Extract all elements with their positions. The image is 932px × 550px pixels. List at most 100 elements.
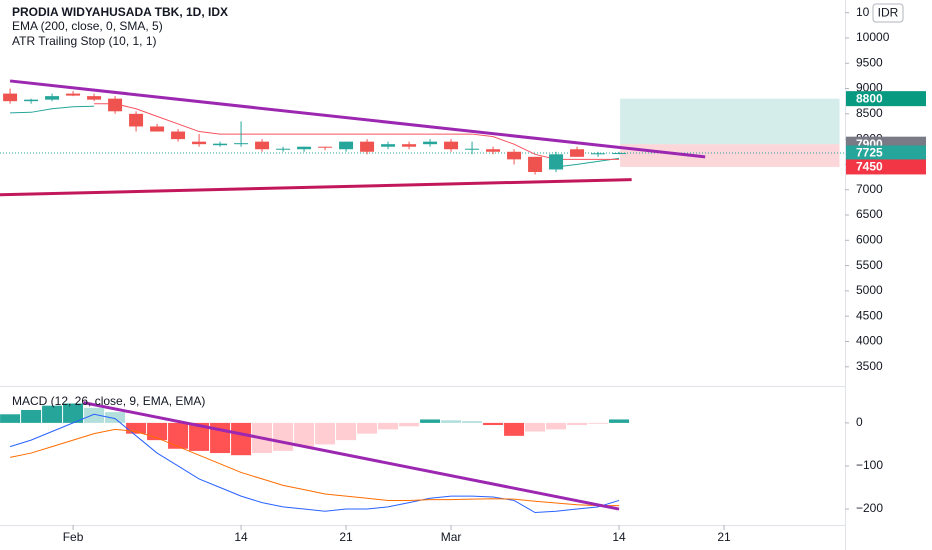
- histogram-bar: [525, 422, 546, 432]
- histogram-bar: [336, 422, 357, 441]
- candle-body: [318, 146, 333, 148]
- indicator-label: EMA (200, close, 0, SMA, 5): [12, 19, 163, 33]
- candle-body: [87, 96, 102, 100]
- histogram-bar: [462, 421, 483, 423]
- price-tag-label: 8800: [856, 91, 883, 105]
- candle-body: [444, 141, 459, 150]
- histogram-bar: [378, 422, 399, 430]
- y-tick-label: 10000: [856, 30, 890, 44]
- histogram-bar: [147, 422, 168, 441]
- candle-body: [570, 149, 585, 157]
- x-tick-label: 21: [339, 530, 353, 544]
- y-tick-label: 10: [856, 5, 870, 19]
- candle-body: [171, 131, 186, 140]
- candle-body: [486, 149, 501, 152]
- symbol-title: PRODIA WIDYAHUSADA TBK, 1D, IDX: [12, 5, 228, 19]
- currency[interactable]: IDR: [878, 6, 899, 20]
- indicator-line: [9, 413, 620, 514]
- y-tick-label: 6000: [856, 232, 883, 246]
- histogram-bar: [84, 407, 105, 423]
- candle-body: [66, 93, 81, 96]
- trendline: [9, 79, 706, 159]
- histogram-bar: [357, 422, 378, 434]
- candle-body: [402, 144, 417, 147]
- histogram-bar: [588, 422, 609, 424]
- candle-body: [234, 143, 249, 145]
- candle-body: [45, 96, 60, 100]
- candle-body: [507, 151, 522, 160]
- y-tick-label: 7000: [856, 182, 883, 196]
- candle-body: [297, 146, 312, 150]
- x-tick-label: Mar: [441, 530, 462, 544]
- macd-title: MACD (12, 26, close, 9, EMA, EMA): [12, 394, 205, 408]
- price-tag-label: 7725: [856, 146, 883, 160]
- histogram-bar: [420, 419, 441, 423]
- histogram-bar: [399, 422, 420, 427]
- histogram-bar: [273, 422, 294, 451]
- candle-body: [591, 153, 606, 155]
- candle-body: [192, 141, 207, 145]
- x-tick-label: 21: [717, 530, 731, 544]
- price-tag-label: 7450: [856, 160, 883, 174]
- histogram-bar: [441, 420, 462, 423]
- y-tick-label: 6500: [856, 207, 883, 221]
- indicator-line: [9, 428, 620, 507]
- y-tick-label: 8500: [856, 106, 883, 120]
- histogram-bar: [315, 422, 336, 445]
- candle-body: [108, 98, 123, 112]
- histogram-bar: [63, 403, 84, 423]
- histogram-bar: [168, 422, 189, 449]
- candle-body: [213, 143, 228, 146]
- stop-loss-zone: [620, 144, 840, 167]
- candle-body: [423, 141, 438, 145]
- candle-body: [612, 153, 627, 155]
- candle-body: [255, 141, 270, 150]
- price-tag-box: [846, 159, 926, 175]
- candle-body: [150, 126, 165, 132]
- y-tick-label: −100: [856, 458, 883, 472]
- candle-body: [276, 148, 291, 150]
- trendline: [0, 178, 632, 197]
- candle-body: [381, 144, 396, 147]
- candle-body: [129, 113, 144, 127]
- histogram-bar: [483, 422, 504, 426]
- x-tick-label: 14: [234, 530, 248, 544]
- y-tick-label: 4500: [856, 308, 883, 322]
- candle-body: [465, 148, 480, 150]
- price-tag-box: [846, 91, 926, 107]
- candle-body: [528, 156, 543, 173]
- candle-body: [549, 154, 564, 170]
- histogram-bar: [42, 405, 63, 423]
- y-tick-label: 3500: [856, 359, 883, 373]
- indicator-line: [94, 103, 620, 160]
- take-profit-zone: [620, 98, 840, 145]
- candle-body: [24, 99, 39, 102]
- price-tag: 8800: [846, 91, 926, 107]
- currency-box[interactable]: [872, 3, 904, 23]
- y-tick-label: 9500: [856, 55, 883, 69]
- histogram-bar: [504, 422, 525, 436]
- price-tag: 7450: [846, 159, 926, 175]
- y-tick-label: 5500: [856, 258, 883, 272]
- trendline: [83, 401, 620, 511]
- histogram-bar: [294, 422, 315, 447]
- x-tick-label: Feb: [63, 530, 84, 544]
- histogram-bar: [105, 412, 126, 423]
- y-tick-label: 4000: [856, 334, 883, 348]
- histogram-bar: [609, 419, 630, 423]
- histogram-bar: [189, 422, 210, 451]
- histogram-bar: [546, 422, 567, 430]
- x-tick-label: 14: [612, 530, 626, 544]
- y-tick-label: −200: [856, 501, 883, 515]
- y-tick-label: 0: [856, 415, 863, 429]
- candle-body: [360, 141, 375, 152]
- indicator-line: [10, 105, 620, 168]
- indicator-label: ATR Trailing Stop (10, 1, 1): [12, 34, 157, 48]
- histogram-bar: [231, 422, 252, 456]
- y-tick-label: 5000: [856, 283, 883, 297]
- histogram-bar: [21, 409, 42, 423]
- histogram-bar: [567, 422, 588, 426]
- candle-body: [3, 93, 18, 102]
